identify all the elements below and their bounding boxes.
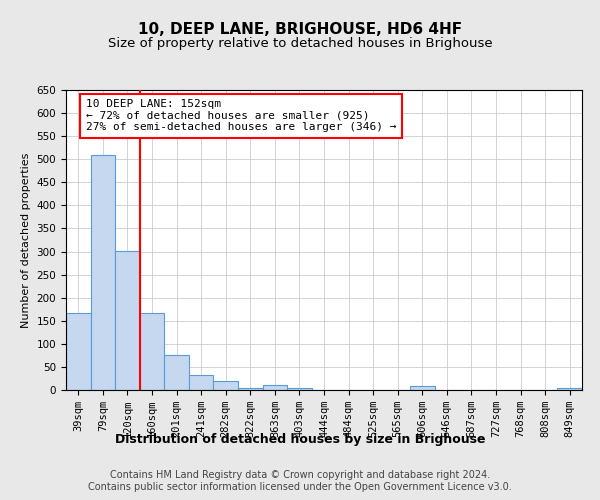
Bar xyxy=(287,388,312,390)
Bar xyxy=(214,381,238,390)
Bar xyxy=(557,388,582,390)
Bar xyxy=(410,386,434,390)
Bar xyxy=(164,355,189,390)
Text: Distribution of detached houses by size in Brighouse: Distribution of detached houses by size … xyxy=(115,432,485,446)
Bar xyxy=(115,250,140,390)
Bar xyxy=(263,386,287,390)
Y-axis label: Number of detached properties: Number of detached properties xyxy=(21,152,31,328)
Text: Contains HM Land Registry data © Crown copyright and database right 2024.
Contai: Contains HM Land Registry data © Crown c… xyxy=(88,470,512,492)
Bar xyxy=(140,313,164,390)
Bar xyxy=(66,313,91,390)
Bar xyxy=(189,375,214,390)
Text: Size of property relative to detached houses in Brighouse: Size of property relative to detached ho… xyxy=(107,38,493,51)
Text: 10 DEEP LANE: 152sqm
← 72% of detached houses are smaller (925)
27% of semi-deta: 10 DEEP LANE: 152sqm ← 72% of detached h… xyxy=(86,99,396,132)
Text: 10, DEEP LANE, BRIGHOUSE, HD6 4HF: 10, DEEP LANE, BRIGHOUSE, HD6 4HF xyxy=(138,22,462,38)
Bar xyxy=(91,154,115,390)
Bar xyxy=(238,388,263,390)
